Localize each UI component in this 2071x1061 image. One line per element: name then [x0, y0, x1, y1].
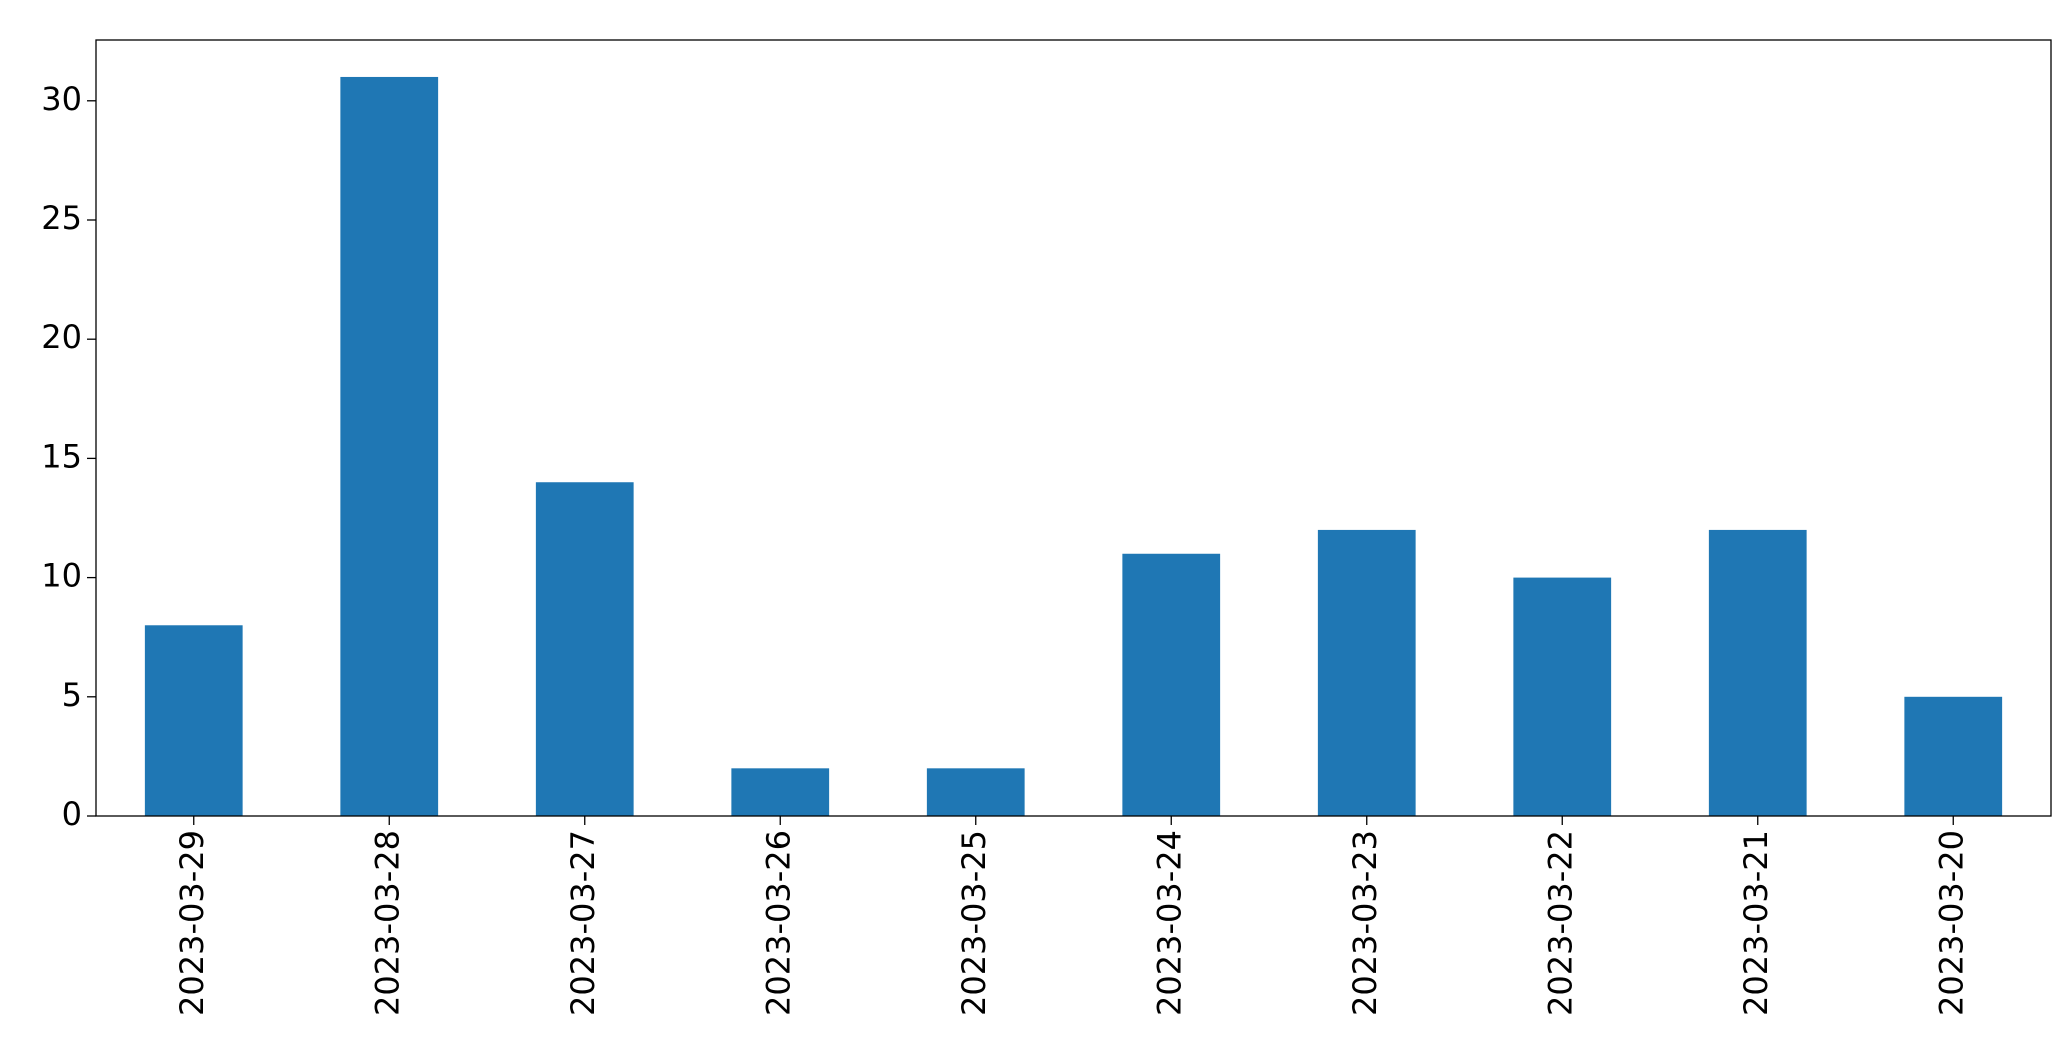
x-tick-label: 2023-03-22 [1541, 830, 1579, 1016]
bar [340, 76, 439, 816]
bar [1513, 577, 1612, 816]
x-tick-label: 2023-03-27 [564, 830, 602, 1016]
x-tick-label: 2023-03-26 [759, 830, 797, 1016]
y-tick-label: 20 [41, 318, 82, 356]
bar [926, 768, 1025, 816]
x-tick-label: 2023-03-28 [368, 830, 406, 1016]
bar [1122, 553, 1221, 816]
y-tick-label: 0 [62, 795, 82, 833]
x-tick-label: 2023-03-20 [1932, 830, 1970, 1016]
x-tick-label: 2023-03-29 [173, 830, 211, 1016]
plot-frame [95, 39, 2052, 817]
x-tick-label: 2023-03-24 [1150, 830, 1188, 1016]
y-tick-label: 30 [41, 80, 82, 118]
y-tick-label: 10 [41, 557, 82, 595]
x-tick-label: 2023-03-23 [1346, 830, 1384, 1016]
bar [535, 482, 634, 816]
x-tick-label: 2023-03-21 [1737, 830, 1775, 1016]
bar [731, 768, 830, 816]
y-tick-label: 25 [41, 199, 82, 237]
bar [144, 625, 243, 816]
bar [1708, 529, 1807, 816]
y-tick-label: 15 [41, 437, 82, 475]
x-tick-label: 2023-03-25 [955, 830, 993, 1016]
bar [1317, 529, 1416, 816]
y-tick-label: 5 [62, 676, 82, 714]
bar [1904, 696, 2003, 816]
